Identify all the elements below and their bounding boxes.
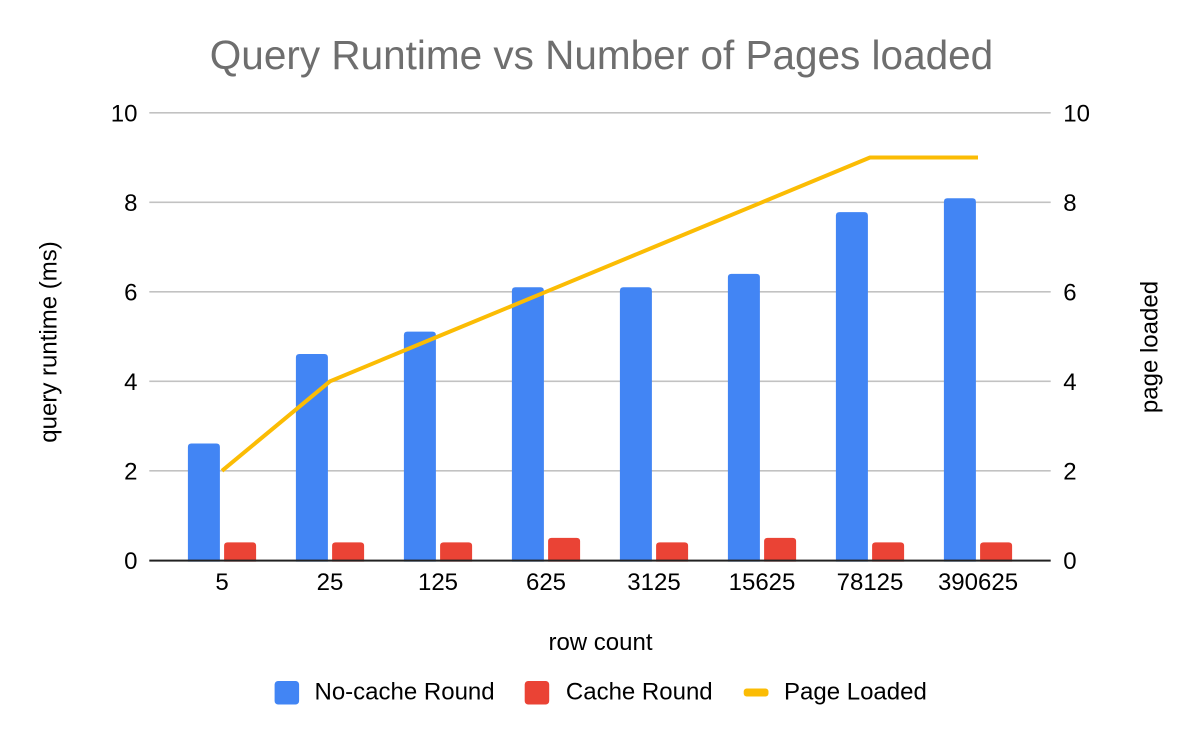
svg-text:10: 10 xyxy=(1063,100,1090,127)
svg-text:0: 0 xyxy=(1063,548,1076,575)
svg-text:query runtime (ms): query runtime (ms) xyxy=(36,241,63,442)
svg-text:8: 8 xyxy=(1063,190,1076,217)
svg-text:2: 2 xyxy=(1063,458,1076,485)
svg-text:row count: row count xyxy=(548,629,652,656)
svg-text:625: 625 xyxy=(526,569,566,596)
svg-text:10: 10 xyxy=(111,100,138,127)
svg-text:6: 6 xyxy=(124,279,137,306)
svg-text:3125: 3125 xyxy=(627,569,680,596)
svg-text:Query Runtime vs Number of Pag: Query Runtime vs Number of Pages loaded xyxy=(210,32,993,78)
svg-text:4: 4 xyxy=(124,369,137,396)
svg-text:Cache Round: Cache Round xyxy=(566,679,713,706)
svg-text:25: 25 xyxy=(317,569,344,596)
svg-text:5: 5 xyxy=(215,569,228,596)
svg-text:No-cache Round: No-cache Round xyxy=(315,679,495,706)
svg-text:Page Loaded: Page Loaded xyxy=(784,679,927,706)
svg-text:15625: 15625 xyxy=(729,569,796,596)
svg-text:125: 125 xyxy=(418,569,458,596)
svg-text:0: 0 xyxy=(124,548,137,575)
svg-text:2: 2 xyxy=(124,458,137,485)
svg-text:6: 6 xyxy=(1063,279,1076,306)
svg-text:78125: 78125 xyxy=(837,569,904,596)
svg-text:4: 4 xyxy=(1063,369,1076,396)
svg-text:page loaded: page loaded xyxy=(1137,281,1164,413)
svg-text:8: 8 xyxy=(124,190,137,217)
svg-text:390625: 390625 xyxy=(938,569,1018,596)
